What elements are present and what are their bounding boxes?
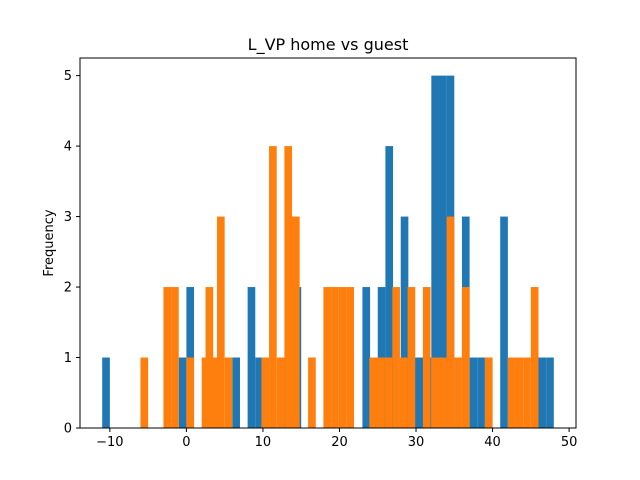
- bar-series-2: [399, 357, 408, 428]
- bar-series-1: [538, 357, 547, 428]
- bar-series-2: [210, 357, 219, 428]
- bar-series-1: [546, 357, 554, 428]
- y-tick-label: 2: [64, 281, 72, 296]
- plot-frame: [79, 57, 577, 429]
- bar-series-1: [255, 357, 263, 428]
- y-tick-label: 4: [64, 140, 72, 155]
- bar-series-1: [431, 75, 439, 429]
- bar-series-2: [438, 357, 447, 428]
- x-tick-label: 20: [331, 435, 348, 450]
- bar-series-2: [269, 146, 277, 428]
- bar-series-1: [247, 287, 256, 428]
- bar-series-2: [407, 287, 416, 428]
- bar-series-2: [384, 357, 393, 428]
- x-tick-label: 0: [182, 435, 190, 450]
- y-tick-label: 1: [64, 351, 72, 366]
- bars-layer: [102, 75, 554, 429]
- bar-series-2: [224, 357, 233, 428]
- bar-series-1: [400, 216, 409, 428]
- bar-series-2: [422, 287, 431, 428]
- bar-series-2: [530, 287, 539, 428]
- bar-series-2: [201, 357, 210, 428]
- bar-series-2: [454, 357, 462, 428]
- bar-series-2: [217, 216, 225, 428]
- y-tick-label: 3: [64, 210, 72, 225]
- bar-series-1: [469, 357, 478, 428]
- x-tick-label: 30: [408, 435, 425, 450]
- chart-title: L_VP home vs guest: [248, 35, 409, 55]
- bar-series-2: [338, 287, 347, 428]
- bar-series-1: [178, 357, 187, 428]
- bar-series-2: [276, 357, 285, 428]
- bar-series-2: [369, 357, 377, 428]
- bar-series-2: [484, 357, 493, 428]
- bar-series-2: [163, 287, 172, 428]
- bar-series-2: [171, 287, 179, 428]
- bar-series-2: [205, 287, 214, 428]
- axes-layer: −10 0 10 20 30 40 50 0 1 2 3 4 5: [64, 57, 578, 450]
- bar-series-1: [477, 357, 485, 428]
- x-tick-label: 40: [484, 435, 501, 450]
- bar-series-2: [186, 357, 195, 428]
- bar-series-1: [500, 216, 508, 428]
- bar-series-2: [292, 216, 300, 428]
- y-tick-label: 0: [64, 422, 72, 437]
- bar-series-2: [346, 287, 355, 428]
- bar-series-2: [261, 357, 270, 428]
- y-axis-label: Frequency: [42, 209, 57, 276]
- y-tick-label: 5: [64, 69, 72, 84]
- x-tick-label: 10: [255, 435, 272, 450]
- bar-series-2: [461, 287, 470, 428]
- bar-series-2: [446, 216, 455, 428]
- bar-series-2: [515, 357, 524, 428]
- bar-series-2: [392, 287, 400, 428]
- bar-series-1: [232, 357, 240, 428]
- bar-series-1: [438, 75, 447, 429]
- x-tick-label: 50: [561, 435, 578, 450]
- bar-series-2: [331, 287, 339, 428]
- bar-series-1: [102, 357, 110, 428]
- bar-series-1: [416, 357, 424, 428]
- bar-series-2: [376, 357, 385, 428]
- bar-series-1: [385, 146, 394, 428]
- bar-series-2: [308, 357, 316, 428]
- bar-series-2: [431, 357, 439, 428]
- bar-series-2: [507, 357, 516, 428]
- bar-series-1: [362, 287, 371, 428]
- bar-series-2: [284, 146, 293, 428]
- bar-series-2: [140, 357, 149, 428]
- bar-series-2: [523, 357, 531, 428]
- bar-series-2: [323, 287, 332, 428]
- x-tick-label: −10: [96, 435, 123, 450]
